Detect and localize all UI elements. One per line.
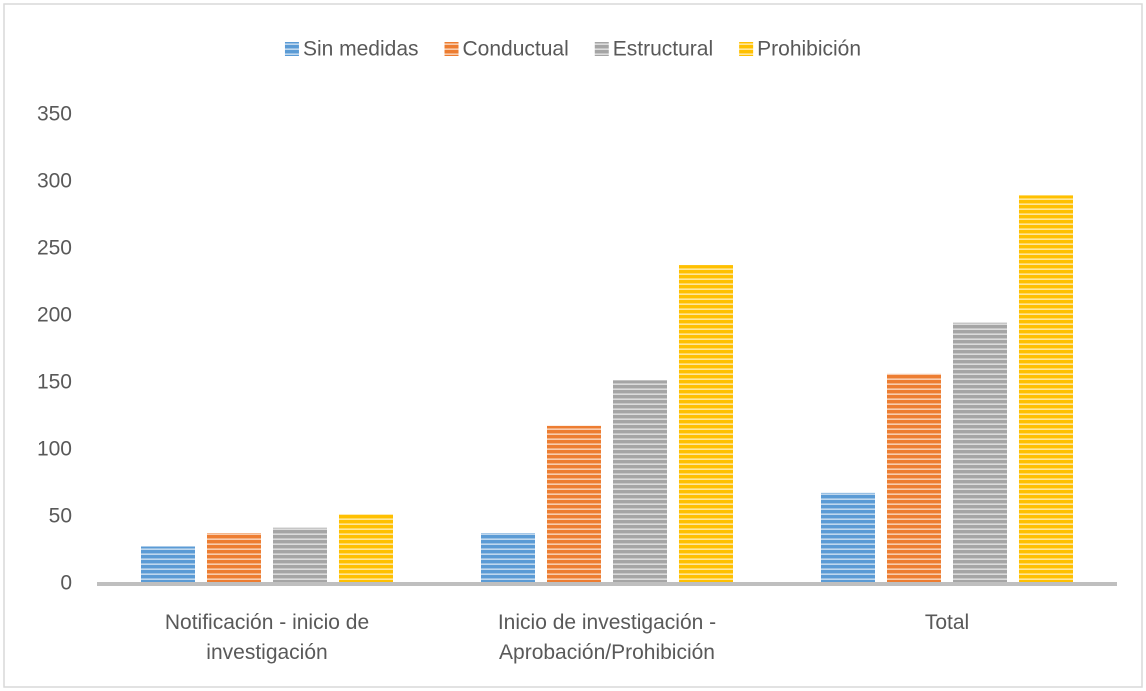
legend-label: Sin medidas bbox=[303, 38, 419, 61]
y-tick-label: 100 bbox=[37, 438, 72, 461]
legend-item: Estructural bbox=[594, 38, 713, 61]
bar bbox=[207, 533, 261, 584]
bar bbox=[273, 527, 327, 584]
bar bbox=[613, 380, 667, 584]
y-tick-label: 250 bbox=[37, 237, 72, 260]
bar bbox=[339, 514, 393, 584]
bar bbox=[887, 373, 941, 584]
bar bbox=[821, 492, 875, 584]
y-tick-label: 150 bbox=[37, 371, 72, 394]
legend-label: Prohibición bbox=[757, 38, 861, 61]
x-tick-label: Total bbox=[924, 611, 970, 634]
bar bbox=[547, 425, 601, 584]
bar bbox=[953, 322, 1007, 584]
legend-label: Estructural bbox=[613, 38, 713, 61]
legend-swatch bbox=[284, 42, 299, 56]
y-tick-label: 350 bbox=[37, 103, 72, 126]
legend-item: Sin medidas bbox=[284, 38, 419, 61]
legend-swatch bbox=[594, 42, 609, 56]
bar bbox=[141, 546, 195, 584]
legend-swatch bbox=[444, 42, 459, 56]
bar bbox=[1019, 195, 1073, 584]
x-tick-label: Notificación - inicio de investigación bbox=[164, 611, 370, 664]
legend-item: Prohibición bbox=[739, 38, 861, 61]
legend-item: Conductual bbox=[444, 38, 569, 61]
bar bbox=[679, 265, 733, 584]
y-tick-label: 0 bbox=[60, 572, 72, 595]
bar bbox=[481, 533, 535, 584]
y-tick-label: 200 bbox=[37, 304, 72, 327]
y-tick-label: 300 bbox=[37, 170, 72, 193]
y-tick-label: 50 bbox=[49, 505, 72, 528]
legend-label: Conductual bbox=[463, 38, 569, 61]
legend-swatch bbox=[739, 42, 754, 56]
x-tick-label: Inicio de investigación - Aprobación/Pro… bbox=[497, 611, 717, 664]
